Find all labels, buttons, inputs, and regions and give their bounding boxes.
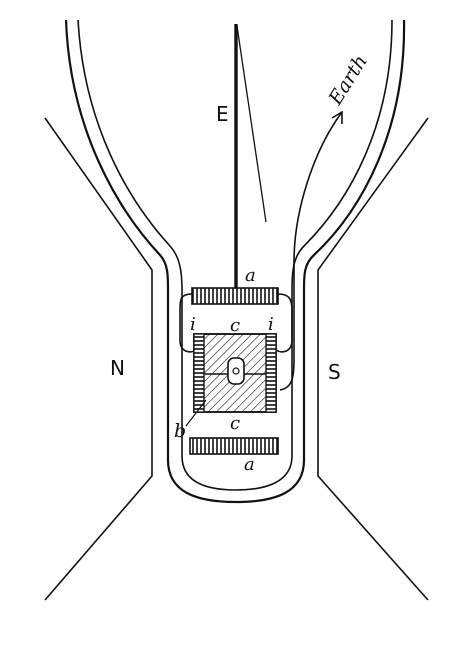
label-coil-bottom: a xyxy=(244,454,255,475)
label-armature: b xyxy=(174,420,186,442)
label-insulator-left: i xyxy=(190,314,196,335)
label-b-pointer xyxy=(185,399,207,427)
label-pole-south: S xyxy=(328,360,341,384)
coil-top xyxy=(191,287,279,305)
label-core-top: c xyxy=(230,315,240,336)
armature-block xyxy=(193,333,277,413)
insulator-loops xyxy=(179,293,293,353)
label-core-bottom: c xyxy=(230,413,240,434)
label-earth: Earth xyxy=(324,51,372,109)
label-coil-top: a xyxy=(245,265,256,286)
magnet-pole-south xyxy=(317,117,429,601)
electrode-wire xyxy=(234,24,267,288)
coil-bottom xyxy=(189,437,279,455)
earth-lead xyxy=(279,110,343,391)
glass-vessel xyxy=(64,19,406,504)
magnet-pole-north xyxy=(44,117,153,601)
label-pole-north: N xyxy=(110,356,125,380)
label-electrode: E xyxy=(216,102,229,126)
label-insulator-right: i xyxy=(268,314,274,335)
